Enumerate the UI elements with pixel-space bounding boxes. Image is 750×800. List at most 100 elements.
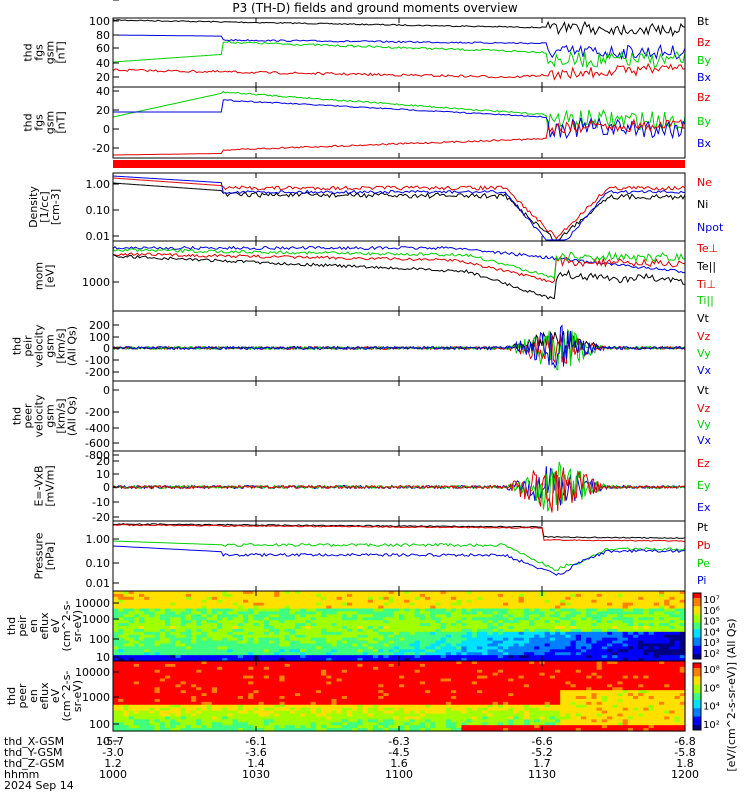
spectrogram-cell xyxy=(237,669,244,674)
spectrogram-cell xyxy=(638,591,644,595)
spectrogram-cell xyxy=(165,623,171,627)
spectrogram-cell xyxy=(451,684,457,688)
spectrogram-cell xyxy=(586,681,592,685)
spectrogram-cell xyxy=(201,617,208,621)
spectrogram-cell xyxy=(310,669,317,674)
spectrogram-cell xyxy=(191,623,197,627)
spectrogram-cell xyxy=(357,690,364,694)
spectrogram-cell xyxy=(144,626,150,630)
spectrogram-cell xyxy=(300,634,306,639)
spectrogram-cell xyxy=(362,722,369,726)
spectrogram-cell xyxy=(653,611,660,615)
spectrogram-cell xyxy=(555,704,561,709)
spectrogram-cell xyxy=(555,605,561,610)
spectrogram-cell xyxy=(248,707,254,712)
spectrogram-cell xyxy=(159,617,166,621)
spectrogram-cell xyxy=(295,701,301,706)
spectrogram-cell xyxy=(206,649,213,653)
spectrogram-cell xyxy=(217,591,223,595)
spectrogram-cell xyxy=(607,652,613,656)
spectrogram-cell xyxy=(425,666,431,671)
spectrogram-cell xyxy=(544,623,551,627)
spectrogram-cell xyxy=(534,649,540,653)
spectrogram-cell xyxy=(300,655,306,659)
spectrogram-cell xyxy=(622,611,629,615)
spectrogram-cell xyxy=(154,693,161,697)
spectrogram-cell xyxy=(295,599,301,604)
spectrogram-cell xyxy=(211,631,218,636)
spectrogram-cell xyxy=(378,713,384,718)
spectrogram-cell xyxy=(570,675,577,680)
spectrogram-cell xyxy=(305,728,312,732)
spectrogram-cell xyxy=(170,620,176,624)
spectrogram-cell xyxy=(399,602,405,607)
spectrogram-cell xyxy=(118,707,124,712)
spectrogram-cell xyxy=(435,704,442,709)
spectrogram-cell xyxy=(419,690,426,694)
spectrogram-cell xyxy=(139,596,145,601)
spectrogram-cell xyxy=(570,593,577,598)
spectrogram-cell xyxy=(534,643,540,648)
spectrogram-cell xyxy=(430,719,436,723)
spectrogram-cell xyxy=(383,675,390,680)
spectrogram-cell xyxy=(674,652,681,656)
spectrogram-cell xyxy=(565,596,572,601)
spectrogram-cell xyxy=(154,652,161,656)
spectrogram-cell xyxy=(383,637,390,642)
spectrogram-cell xyxy=(570,611,577,615)
spectrogram-cell xyxy=(503,652,509,656)
spectrogram-cell xyxy=(435,678,442,683)
spectrogram-cell xyxy=(315,669,322,674)
spectrogram-cell xyxy=(508,663,514,668)
spectrogram-cell xyxy=(440,693,447,697)
spectrogram-cell xyxy=(388,675,395,680)
spectrogram-cell xyxy=(425,626,431,630)
spectrogram-cell xyxy=(170,591,176,595)
spectrogram-cell xyxy=(513,605,520,610)
spectrogram-cell xyxy=(544,640,551,645)
spectrogram-cell xyxy=(170,707,176,712)
spectrogram-cell xyxy=(466,728,473,732)
spectrogram-cell xyxy=(378,599,384,604)
spectrogram-cell xyxy=(289,669,296,674)
spectrogram-cell xyxy=(539,640,546,645)
spectrogram-cell xyxy=(492,591,499,595)
spectrogram-cell xyxy=(373,655,379,659)
spectrogram-cell xyxy=(653,599,660,604)
spectrogram-cell xyxy=(523,669,530,674)
spectrogram-cell xyxy=(274,719,280,723)
spectrogram-cell xyxy=(430,716,436,720)
spectrogram-cell xyxy=(310,596,317,601)
spectrogram-cell xyxy=(659,640,665,645)
spectrogram-cell xyxy=(471,591,478,595)
spectrogram-cell xyxy=(607,681,613,685)
spectrogram-cell xyxy=(191,634,197,639)
spectrogram-cell xyxy=(237,666,244,671)
spectrogram-cell xyxy=(430,611,436,615)
spectrogram-cell xyxy=(269,666,275,671)
spectrogram-cell xyxy=(341,591,348,595)
spectrogram-cell xyxy=(388,628,395,633)
spectrogram-cell xyxy=(456,684,462,688)
spectrogram-cell xyxy=(414,696,421,700)
spectrogram-cell xyxy=(295,602,301,607)
spectrogram-cell xyxy=(383,687,390,691)
spectrogram-cell xyxy=(139,678,145,683)
spectrogram-cell xyxy=(388,631,395,636)
spectrogram-cell xyxy=(347,728,353,732)
spectrogram-cell xyxy=(612,669,618,674)
spectrogram-cell xyxy=(565,701,572,706)
spectrogram-cell xyxy=(352,719,358,723)
spectrogram-cell xyxy=(497,675,504,680)
spectrogram-cell xyxy=(430,663,436,668)
spectrogram-cell xyxy=(336,623,343,627)
spectrogram-cell xyxy=(321,652,327,656)
spectrogram-cell xyxy=(612,614,618,618)
spectrogram-cell xyxy=(341,634,348,639)
spectrogram-cell xyxy=(601,614,608,618)
spectrogram-cell xyxy=(154,713,161,718)
spectrogram-cell xyxy=(144,596,150,601)
spectrogram-cell xyxy=(185,716,192,720)
spectrogram-cell xyxy=(627,655,634,659)
spectrogram-cell xyxy=(217,614,223,618)
